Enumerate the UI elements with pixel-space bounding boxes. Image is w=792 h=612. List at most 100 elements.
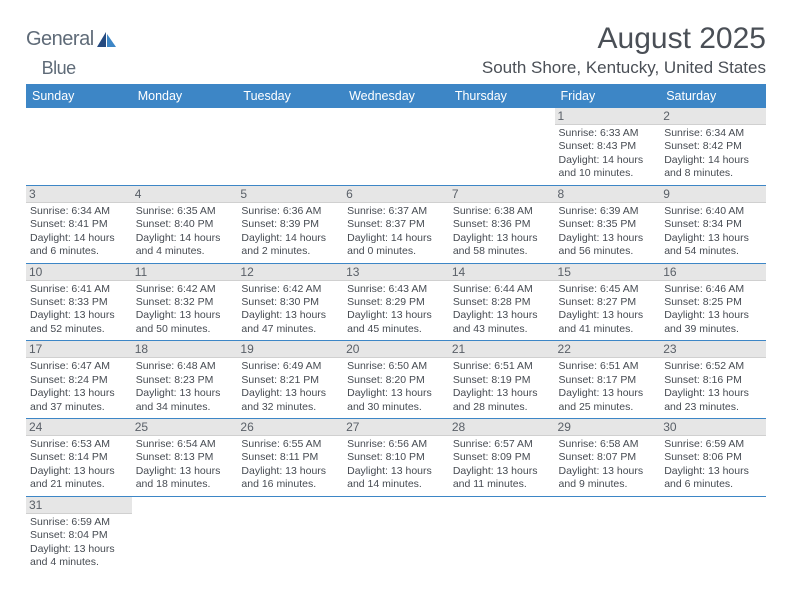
- day-details: Sunrise: 6:45 AMSunset: 8:27 PMDaylight:…: [559, 283, 657, 337]
- calendar-cell: [132, 108, 238, 185]
- sunset-text: Sunset: 8:14 PM: [30, 451, 128, 464]
- day-number: 18: [132, 341, 238, 358]
- sunset-text: Sunset: 8:09 PM: [453, 451, 551, 464]
- day-number: 25: [132, 419, 238, 436]
- sunset-text: Sunset: 8:04 PM: [30, 529, 128, 542]
- weekday-header: Friday: [555, 84, 661, 108]
- sunset-text: Sunset: 8:34 PM: [664, 218, 762, 231]
- daylight-text: Daylight: 13 hours and 45 minutes.: [347, 309, 445, 336]
- daylight-text: Daylight: 14 hours and 10 minutes.: [559, 154, 657, 181]
- sunset-text: Sunset: 8:19 PM: [453, 374, 551, 387]
- day-number: 14: [449, 264, 555, 281]
- sunrise-text: Sunrise: 6:47 AM: [30, 360, 128, 373]
- sunset-text: Sunset: 8:39 PM: [241, 218, 339, 231]
- day-number: 31: [26, 497, 132, 514]
- weekday-header: Thursday: [449, 84, 555, 108]
- sunset-text: Sunset: 8:28 PM: [453, 296, 551, 309]
- sunrise-text: Sunrise: 6:42 AM: [136, 283, 234, 296]
- sunset-text: Sunset: 8:21 PM: [241, 374, 339, 387]
- day-details: Sunrise: 6:55 AMSunset: 8:11 PMDaylight:…: [241, 438, 339, 492]
- daylight-text: Daylight: 13 hours and 11 minutes.: [453, 465, 551, 492]
- daylight-text: Daylight: 13 hours and 6 minutes.: [664, 465, 762, 492]
- sunrise-text: Sunrise: 6:53 AM: [30, 438, 128, 451]
- daylight-text: Daylight: 14 hours and 6 minutes.: [30, 232, 128, 259]
- day-details: Sunrise: 6:56 AMSunset: 8:10 PMDaylight:…: [347, 438, 445, 492]
- calendar-cell: [237, 496, 343, 573]
- sunset-text: Sunset: 8:16 PM: [664, 374, 762, 387]
- calendar-cell: [132, 496, 238, 573]
- calendar-cell: 31 Sunrise: 6:59 AMSunset: 8:04 PMDayligh…: [26, 496, 132, 573]
- day-details: Sunrise: 6:48 AMSunset: 8:23 PMDaylight:…: [136, 360, 234, 414]
- sunrise-text: Sunrise: 6:51 AM: [559, 360, 657, 373]
- weekday-header: Wednesday: [343, 84, 449, 108]
- daylight-text: Daylight: 13 hours and 21 minutes.: [30, 465, 128, 492]
- day-number: 16: [660, 264, 766, 281]
- daylight-text: Daylight: 14 hours and 8 minutes.: [664, 154, 762, 181]
- sunset-text: Sunset: 8:35 PM: [559, 218, 657, 231]
- day-details: Sunrise: 6:38 AMSunset: 8:36 PMDaylight:…: [453, 205, 551, 259]
- sunset-text: Sunset: 8:29 PM: [347, 296, 445, 309]
- sunset-text: Sunset: 8:41 PM: [30, 218, 128, 231]
- sunrise-text: Sunrise: 6:40 AM: [664, 205, 762, 218]
- sunrise-text: Sunrise: 6:48 AM: [136, 360, 234, 373]
- day-number: 13: [343, 264, 449, 281]
- sunrise-text: Sunrise: 6:37 AM: [347, 205, 445, 218]
- day-details: Sunrise: 6:42 AMSunset: 8:30 PMDaylight:…: [241, 283, 339, 337]
- day-number: 29: [555, 419, 661, 436]
- sunrise-text: Sunrise: 6:42 AM: [241, 283, 339, 296]
- sunset-text: Sunset: 8:20 PM: [347, 374, 445, 387]
- calendar-table: Sunday Monday Tuesday Wednesday Thursday…: [26, 84, 766, 574]
- day-number: 11: [132, 264, 238, 281]
- sunset-text: Sunset: 8:33 PM: [30, 296, 128, 309]
- daylight-text: Daylight: 13 hours and 34 minutes.: [136, 387, 234, 414]
- day-details: Sunrise: 6:57 AMSunset: 8:09 PMDaylight:…: [453, 438, 551, 492]
- sunrise-text: Sunrise: 6:58 AM: [559, 438, 657, 451]
- sail-icon: [96, 31, 118, 49]
- calendar-cell: 14Sunrise: 6:44 AMSunset: 8:28 PMDayligh…: [449, 263, 555, 341]
- day-number: 2: [660, 108, 766, 125]
- day-details: Sunrise: 6:43 AMSunset: 8:29 PMDaylight:…: [347, 283, 445, 337]
- calendar-cell: [237, 108, 343, 185]
- sunset-text: Sunset: 8:37 PM: [347, 218, 445, 231]
- calendar-cell: 25Sunrise: 6:54 AMSunset: 8:13 PMDayligh…: [132, 419, 238, 497]
- day-number: 4: [132, 186, 238, 203]
- day-details: Sunrise: 6:58 AMSunset: 8:07 PMDaylight:…: [559, 438, 657, 492]
- day-number: 27: [343, 419, 449, 436]
- sunset-text: Sunset: 8:06 PM: [664, 451, 762, 464]
- daylight-text: Daylight: 13 hours and 25 minutes.: [559, 387, 657, 414]
- day-number: 9: [660, 186, 766, 203]
- sunset-text: Sunset: 8:27 PM: [559, 296, 657, 309]
- day-number: 15: [555, 264, 661, 281]
- daylight-text: Daylight: 14 hours and 0 minutes.: [347, 232, 445, 259]
- sunset-text: Sunset: 8:13 PM: [136, 451, 234, 464]
- calendar-cell: [26, 108, 132, 185]
- calendar-cell: 4Sunrise: 6:35 AMSunset: 8:40 PMDaylight…: [132, 185, 238, 263]
- day-number: 10: [26, 264, 132, 281]
- day-number: 3: [26, 186, 132, 203]
- daylight-text: Daylight: 13 hours and 37 minutes.: [30, 387, 128, 414]
- sunrise-text: Sunrise: 6:59 AM: [30, 516, 128, 529]
- calendar-cell: 29 Sunrise: 6:58 AMSunset: 8:07 PMDayligh…: [555, 419, 661, 497]
- day-number: 21: [449, 341, 555, 358]
- calendar-cell: 20Sunrise: 6:50 AMSunset: 8:20 PMDayligh…: [343, 341, 449, 419]
- day-number: 24: [26, 419, 132, 436]
- daylight-text: Daylight: 13 hours and 23 minutes.: [664, 387, 762, 414]
- calendar-cell: 22Sunrise: 6:51 AMSunset: 8:17 PMDayligh…: [555, 341, 661, 419]
- daylight-text: Daylight: 13 hours and 28 minutes.: [453, 387, 551, 414]
- sunrise-text: Sunrise: 6:49 AM: [241, 360, 339, 373]
- calendar-cell: 30Sunrise: 6:59 AMSunset: 8:06 PMDayligh…: [660, 419, 766, 497]
- day-details: Sunrise: 6:59 AMSunset: 8:04 PMDaylight:…: [30, 516, 128, 570]
- sunset-text: Sunset: 8:17 PM: [559, 374, 657, 387]
- logo-text-main: General: [26, 28, 94, 51]
- day-number: 26: [237, 419, 343, 436]
- sunset-text: Sunset: 8:25 PM: [664, 296, 762, 309]
- daylight-text: Daylight: 13 hours and 56 minutes.: [559, 232, 657, 259]
- day-details: Sunrise: 6:41 AMSunset: 8:33 PMDaylight:…: [30, 283, 128, 337]
- calendar-cell: 9Sunrise: 6:40 AMSunset: 8:34 PMDaylight…: [660, 185, 766, 263]
- day-details: Sunrise: 6:46 AMSunset: 8:25 PMDaylight:…: [664, 283, 762, 337]
- sunrise-text: Sunrise: 6:57 AM: [453, 438, 551, 451]
- sunset-text: Sunset: 8:24 PM: [30, 374, 128, 387]
- sunrise-text: Sunrise: 6:39 AM: [559, 205, 657, 218]
- weekday-header: Tuesday: [237, 84, 343, 108]
- calendar-cell: 28Sunrise: 6:57 AMSunset: 8:09 PMDayligh…: [449, 419, 555, 497]
